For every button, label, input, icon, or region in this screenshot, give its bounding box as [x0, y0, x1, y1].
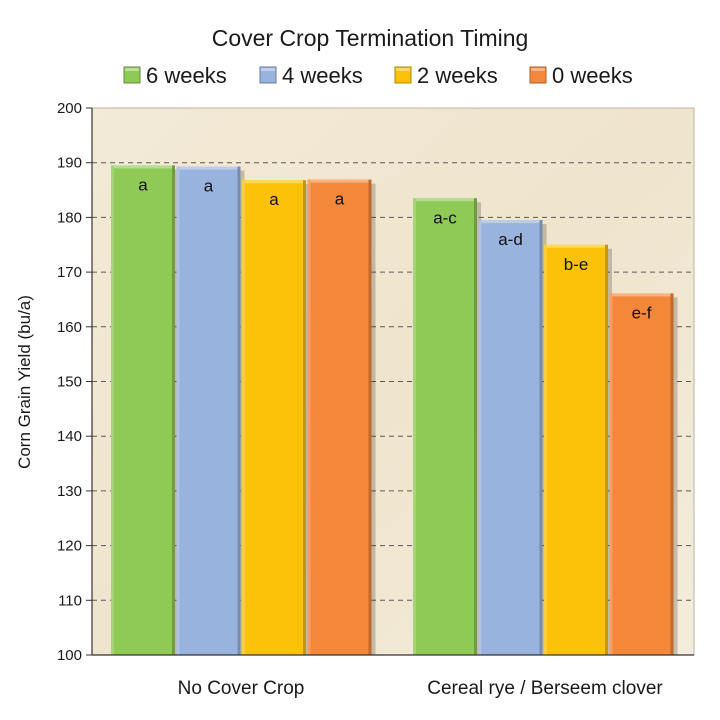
bar-6-weeks-2: a-c	[413, 198, 481, 655]
bar-2-weeks-2: b-e	[544, 244, 612, 655]
bar-bevel-top	[544, 244, 608, 248]
legend-swatch-highlight	[531, 68, 545, 71]
bar	[413, 198, 477, 655]
bar-data-label: a	[335, 190, 345, 209]
bar-data-label: e-f	[632, 303, 652, 322]
bar-bevel-top	[413, 198, 477, 202]
bar	[544, 244, 608, 655]
bar-bevel-left	[242, 180, 245, 656]
bar-bevel-left	[176, 166, 180, 656]
bars: a a-c a a-d a b-e a e-f	[111, 165, 678, 656]
bar-2-weeks-1: a	[242, 180, 310, 656]
bar-bevel-left	[307, 179, 311, 656]
bar-bevel-right	[303, 180, 306, 656]
legend-item-6-weeks: 6 weeks	[123, 63, 227, 88]
bar-bevel-top	[307, 179, 372, 183]
legend-swatch-highlight	[396, 68, 410, 71]
bar-bevel-top	[478, 220, 543, 224]
legend-item-0-weeks: 0 weeks	[529, 63, 633, 88]
bar	[111, 165, 175, 655]
bar-bevel-right	[474, 198, 477, 655]
bar-bevel-left	[609, 293, 613, 655]
legend-swatch-highlight	[125, 68, 139, 71]
chart-title: Cover Crop Termination Timing	[212, 25, 529, 51]
bar-bevel-top	[242, 180, 306, 184]
y-axis-label: Corn Grain Yield (bu/a)	[15, 295, 34, 469]
y-tick-label: 160	[57, 319, 82, 336]
legend-item-2-weeks: 2 weeks	[394, 63, 498, 88]
bar-bevel-right	[670, 293, 674, 655]
bar-bevel-right	[605, 244, 608, 655]
x-category-label: Cereal rye / Berseem clover	[427, 678, 663, 699]
bar-data-label: a	[204, 177, 214, 196]
y-tick-label: 120	[57, 538, 82, 555]
legend-label: 2 weeks	[417, 63, 498, 88]
bar-bevel-top	[111, 165, 175, 169]
bar-6-weeks-1: a	[111, 165, 179, 655]
legend-swatch-highlight	[261, 68, 275, 71]
y-axis: 100 110 120 130 140 150 160 170 180 190 200	[57, 100, 694, 664]
bar	[609, 293, 674, 655]
y-tick-label: 150	[57, 374, 82, 391]
bar-data-label: b-e	[564, 255, 589, 274]
bar-data-label: a-d	[498, 230, 523, 249]
bar	[307, 179, 372, 656]
bar-bevel-top	[176, 166, 241, 170]
y-tick-label: 170	[57, 264, 82, 281]
bar-4-weeks-1: a	[176, 166, 245, 656]
y-tick-label: 180	[57, 209, 82, 226]
bar-data-label: a-c	[433, 208, 457, 227]
bar-bevel-left	[478, 220, 482, 655]
bar-bevel-right	[172, 165, 175, 655]
y-tick-label: 200	[57, 100, 82, 117]
bar-data-label: a	[138, 175, 148, 194]
x-category-label: No Cover Crop	[178, 678, 305, 699]
legend: 6 weeks 4 weeks 2 weeks 0 weeks	[123, 63, 633, 88]
y-tick-label: 190	[57, 155, 82, 172]
bar-bevel-left	[413, 198, 416, 655]
bar-bevel-right	[539, 220, 543, 655]
bar-bevel-top	[609, 293, 674, 297]
y-tick-label: 100	[57, 647, 82, 664]
bar	[478, 220, 543, 655]
bar-4-weeks-2: a-d	[478, 220, 547, 655]
legend-label: 6 weeks	[146, 63, 227, 88]
bar-bevel-right	[237, 166, 241, 656]
bar-0-weeks-1: a	[307, 179, 376, 656]
y-tick-label: 130	[57, 483, 82, 500]
y-tick-label: 110	[58, 592, 82, 609]
bar-bevel-right	[368, 179, 372, 656]
legend-label: 4 weeks	[282, 63, 363, 88]
y-tick-label: 140	[57, 428, 82, 445]
bar-bevel-left	[544, 244, 547, 655]
bar-data-label: a	[269, 190, 279, 209]
bar-0-weeks-2: e-f	[609, 293, 678, 655]
bar	[242, 180, 306, 656]
bar	[176, 166, 241, 656]
x-axis: No Cover Crop Cereal rye / Berseem clover	[178, 678, 664, 699]
legend-item-4-weeks: 4 weeks	[259, 63, 363, 88]
legend-label: 0 weeks	[552, 63, 633, 88]
bar-bevel-left	[111, 165, 114, 655]
